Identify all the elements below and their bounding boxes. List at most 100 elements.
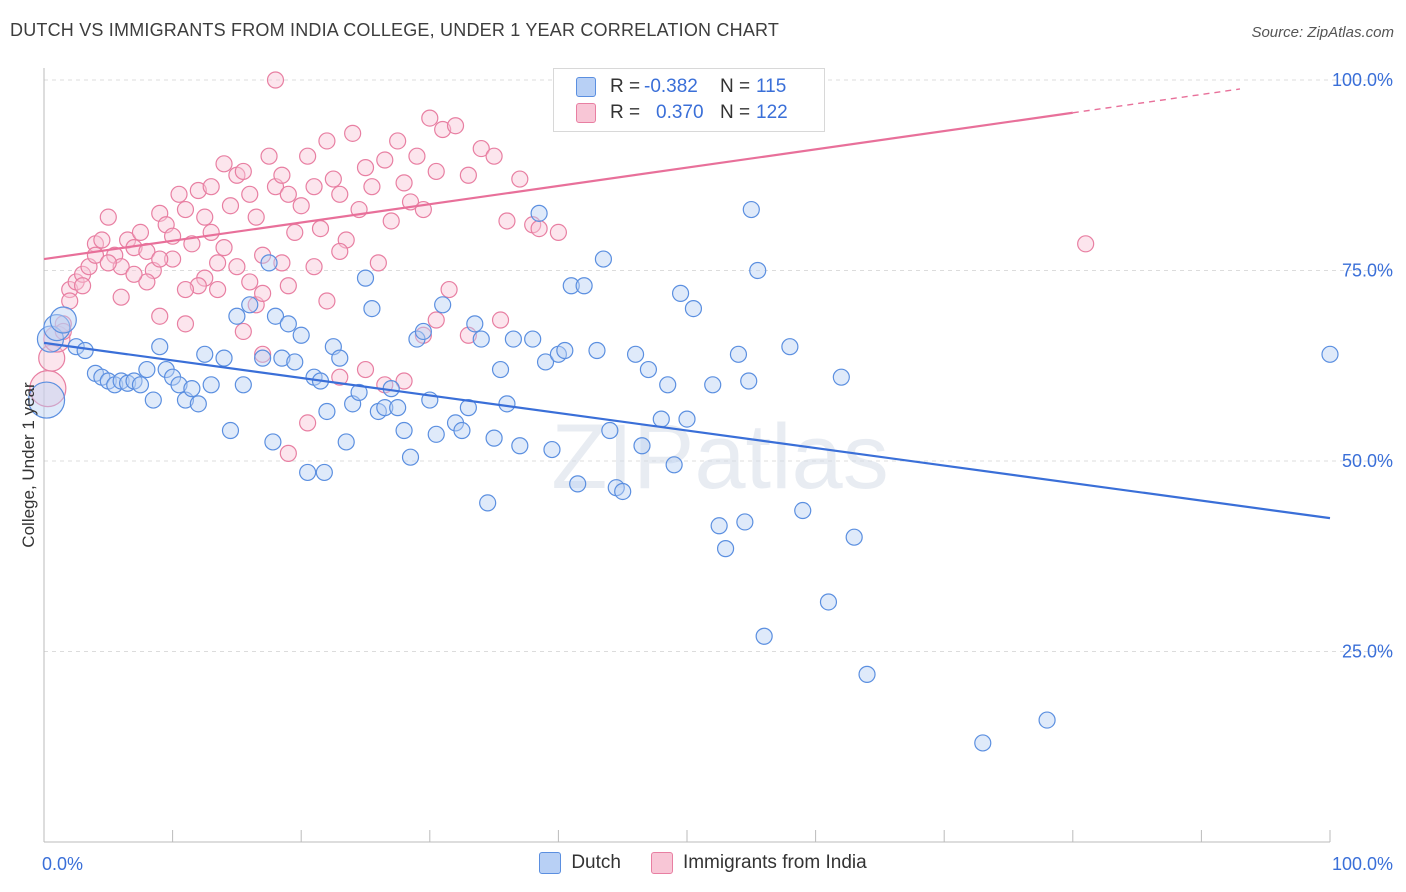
dutch-point <box>299 463 317 482</box>
india-point <box>73 277 92 295</box>
r-label: R = <box>610 102 641 123</box>
n-value-dutch: 115 <box>756 76 787 97</box>
india-point <box>472 139 490 158</box>
dutch-point <box>131 376 150 394</box>
dutch-point <box>215 349 233 367</box>
india-point <box>254 284 272 302</box>
india-point <box>209 280 227 299</box>
legend-row-dutch: R = -0.382 N = 115 <box>576 76 786 98</box>
india-point <box>530 219 548 238</box>
dutch-point <box>536 353 555 371</box>
dutch-point <box>498 395 516 413</box>
india-point <box>176 315 195 333</box>
n-label: N = <box>720 102 751 123</box>
watermark: ZIPatlas <box>551 406 888 508</box>
india-point <box>176 280 195 299</box>
india-point <box>260 147 278 165</box>
india-point <box>344 124 362 142</box>
india-point <box>286 223 304 241</box>
india-point <box>196 208 214 226</box>
dutch-point <box>1321 345 1339 363</box>
dutch-point <box>241 296 259 314</box>
india-point <box>279 277 297 295</box>
dutch-point <box>678 410 696 428</box>
series-legend: Dutch Immigrants from India <box>0 852 1406 874</box>
india-point <box>434 120 452 139</box>
dutch-point <box>569 475 587 493</box>
india-point <box>1077 235 1095 253</box>
india-point <box>382 212 400 230</box>
dutch-point <box>729 345 748 363</box>
dutch-point <box>453 421 471 440</box>
dutch-point <box>601 421 619 440</box>
dutch-point <box>671 284 690 302</box>
dutch-point <box>350 383 368 402</box>
india-point <box>183 235 201 253</box>
dutch-point <box>588 341 606 360</box>
india-point <box>324 170 342 188</box>
india-point <box>427 311 445 329</box>
dutch-point <box>266 307 285 325</box>
india-point <box>299 147 317 165</box>
dutch-point <box>363 300 381 318</box>
india-point <box>93 231 111 249</box>
india-point <box>389 132 407 150</box>
india-point <box>395 174 413 192</box>
india-point <box>247 208 265 226</box>
india-point <box>427 162 445 181</box>
dutch-point <box>286 353 304 371</box>
india-point <box>292 197 310 215</box>
dutch-point <box>665 456 683 474</box>
india-point <box>125 265 143 283</box>
legend-label-india: Immigrants from India <box>682 852 867 873</box>
dutch-point <box>189 395 207 413</box>
y-tick-labels: 25.0% 50.0% 75.0% 100.0% <box>1332 70 1393 662</box>
dutch-point <box>639 360 658 379</box>
india-point <box>164 250 182 268</box>
dutch-point <box>479 494 497 512</box>
dutch-point <box>466 315 484 333</box>
trend-lines <box>43 88 1331 520</box>
india-point <box>151 250 169 268</box>
india-point <box>202 178 220 196</box>
dutch-point <box>376 399 394 417</box>
y-tick-label: 50.0% <box>1342 451 1393 471</box>
dutch-point <box>511 437 529 455</box>
legend-item-india[interactable]: Immigrants from India <box>650 852 867 874</box>
dutch-point <box>491 360 510 379</box>
dutch-point <box>543 440 561 459</box>
dutch-point <box>710 517 728 535</box>
dutch-point <box>562 277 580 295</box>
legend-item-dutch[interactable]: Dutch <box>539 852 621 874</box>
dutch-point <box>740 372 758 390</box>
india-point <box>234 322 252 341</box>
india-point <box>209 254 227 272</box>
axes <box>43 68 1331 843</box>
dutch-point <box>684 300 703 318</box>
india-point <box>511 170 529 188</box>
india-point <box>376 151 394 169</box>
india-point <box>356 360 375 379</box>
india-point <box>331 185 349 203</box>
dutch-point <box>254 349 272 367</box>
dutch-point <box>749 261 767 280</box>
india-point <box>305 258 323 276</box>
dutch-point <box>485 429 503 447</box>
dutch-point <box>530 204 548 222</box>
india-point <box>498 212 516 230</box>
n-value-india: 122 <box>756 102 788 123</box>
dutch-point <box>112 372 130 390</box>
india-point <box>215 155 233 173</box>
india-point <box>266 71 285 89</box>
y-tick-label: 75.0% <box>1342 261 1393 281</box>
india-point <box>421 109 439 127</box>
dutch-point <box>819 593 838 611</box>
dutch-point <box>196 345 214 363</box>
dutch-point <box>652 410 670 428</box>
india-point <box>440 280 458 299</box>
y-tick-label: 100.0% <box>1332 70 1393 90</box>
x-tick-labels: 0.0% 100.0% <box>42 854 1393 874</box>
y-tick-label: 25.0% <box>1342 642 1393 662</box>
dutch-point <box>524 330 542 348</box>
